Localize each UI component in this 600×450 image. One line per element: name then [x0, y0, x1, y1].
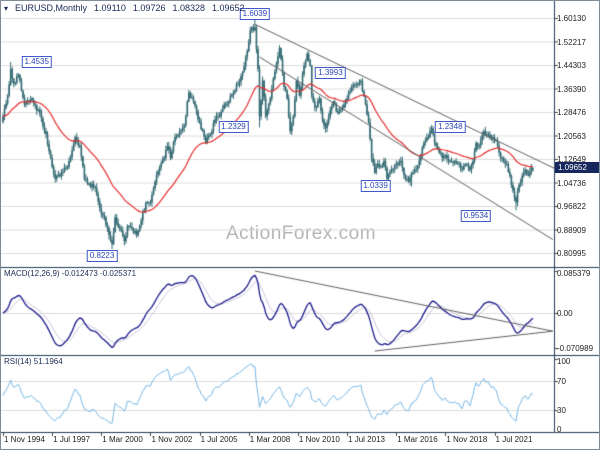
date-axis-label: 1 Nov 2002: [151, 435, 193, 444]
ohlc-close-value: 1.09652: [212, 3, 245, 13]
macd-axis-tick: 0.085379: [557, 269, 591, 278]
price-swing-label: 1.2329: [218, 121, 249, 134]
chart-header: ▾ EURUSD,Monthly 1.09110 1.09726 1.08328…: [4, 3, 245, 13]
current-price-tag: 1.09652: [555, 162, 599, 174]
date-axis-label: 1 Nov 2010: [298, 435, 340, 444]
price-axis-tick: 1.12649: [557, 155, 586, 164]
price-swing-label: 1.2348: [435, 120, 466, 133]
price-swing-label: 1.4535: [21, 55, 52, 68]
date-axis-label: 1 Mar 2000: [102, 435, 143, 444]
date-axis-label: 1 Nov 1994: [4, 435, 45, 444]
price-swing-label: 0.8223: [86, 250, 118, 263]
price-axis-tick: 1.44303: [557, 61, 586, 70]
price-swing-label: 1.3993: [315, 66, 346, 79]
price-axis-tick: 0.88909: [557, 225, 586, 235]
ohlc-low-value: 1.08328: [172, 3, 206, 13]
date-axis-label: 1 Jul 2005: [200, 435, 238, 444]
date-axis-label: 1 Jul 2013: [348, 435, 385, 444]
macd-axis-tick: -0.070989: [557, 343, 594, 353]
rsi-axis-tick: 100: [557, 357, 571, 366]
rsi-axis-tick: 30: [557, 406, 566, 416]
date-axis-label: 1 Jul 2021: [495, 435, 533, 444]
rsi-axis-tick: 0: [557, 425, 562, 434]
date-axis-label: 1 Jul 1997: [53, 435, 91, 444]
ohlc-high-value: 1.09726: [132, 3, 166, 13]
date-axis-label: 1 Nov 2018: [446, 435, 488, 444]
price-swing-label: 1.0339: [360, 180, 391, 193]
date-axis-label: 1 Mar 2008: [249, 435, 291, 444]
price-swing-label: 0.9534: [460, 210, 492, 223]
symbol-timeframe-label: EURUSD,Monthly: [15, 3, 88, 13]
price-axis-tick: 0.80995: [557, 249, 586, 258]
date-axis-label: 1 Mar 2016: [397, 435, 438, 444]
rsi-indicator-label: RSI(14) 51.1964: [4, 357, 63, 366]
price-axis-tick: 1.04736: [557, 178, 586, 188]
macd-indicator-label: MACD(12,26,9) -0.012473 -0.025371: [4, 269, 137, 278]
symbol-dropdown-icon[interactable]: ▾: [4, 3, 9, 13]
ohlc-open-value: 1.09110: [94, 3, 126, 13]
price-swing-label: 1.6039: [239, 8, 271, 21]
macd-axis-tick: 0.00: [557, 309, 573, 318]
price-axis-tick: 1.52217: [557, 37, 586, 47]
rsi-axis-tick: 70: [557, 376, 566, 386]
price-axis-tick: 1.60130: [557, 14, 586, 23]
price-axis-tick: 1.36390: [557, 84, 586, 94]
price-axis-tick: 1.28476: [557, 108, 586, 117]
price-axis-tick: 1.20563: [557, 131, 586, 141]
price-axis-tick: 0.96822: [557, 202, 586, 211]
